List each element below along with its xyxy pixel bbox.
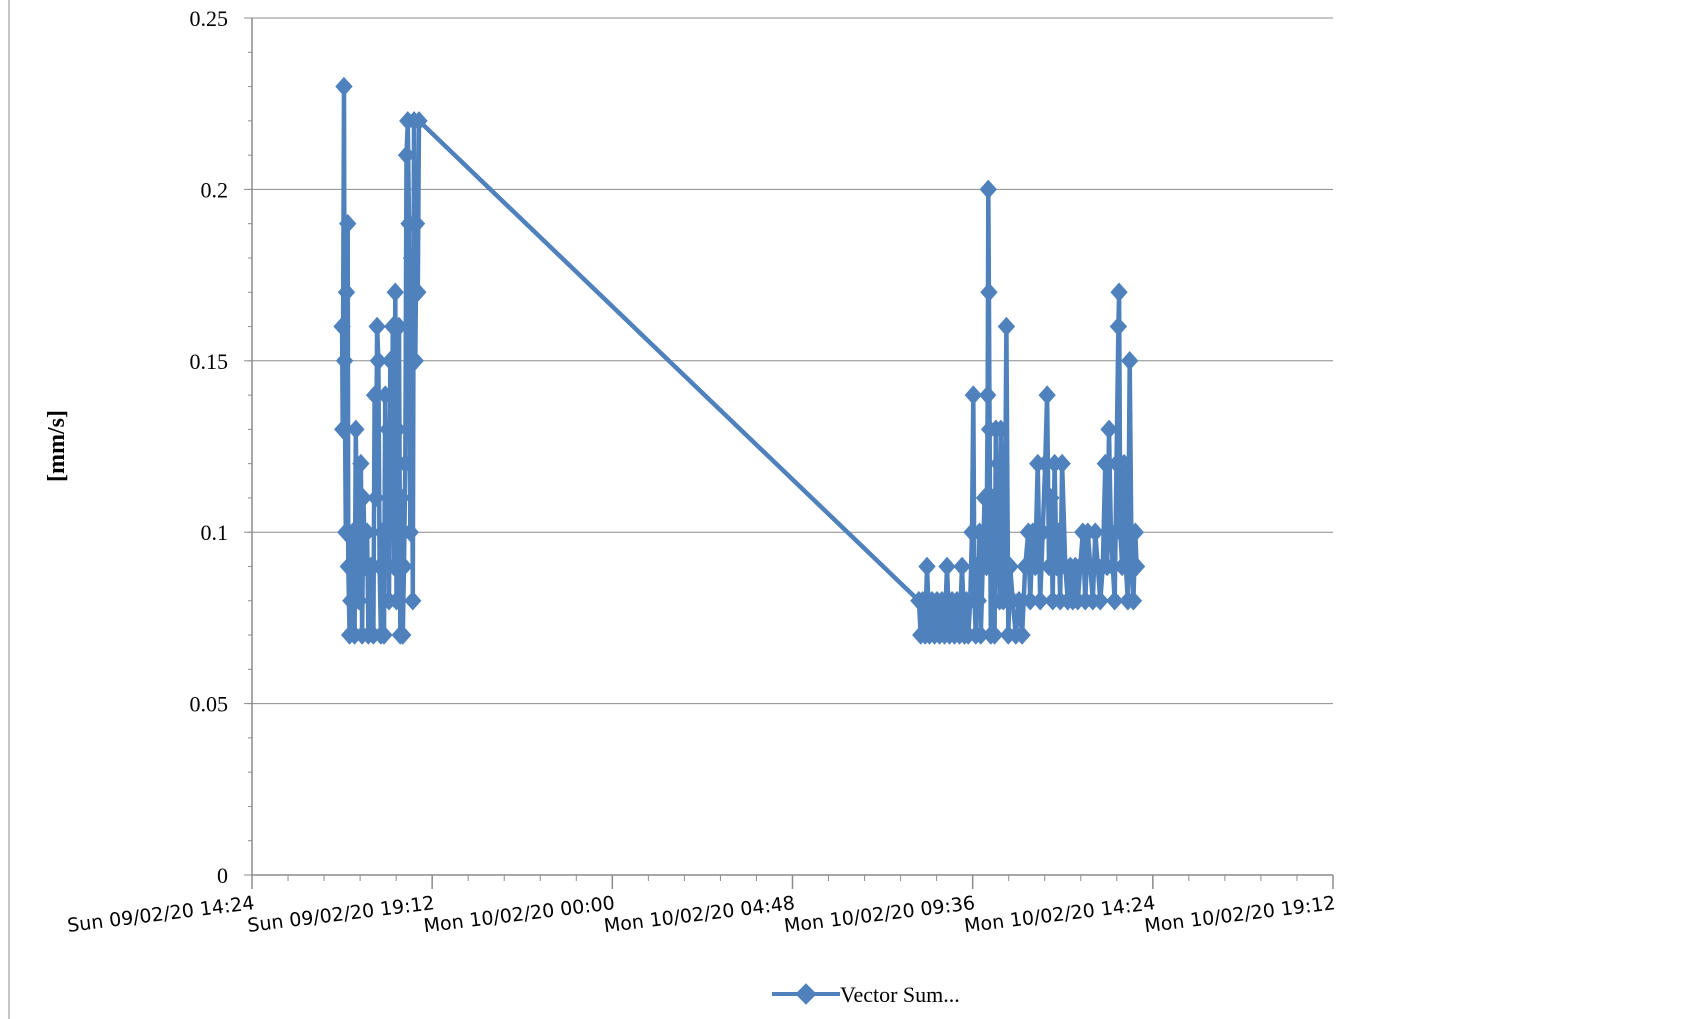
data-point (407, 213, 426, 234)
x-tick-label: Mon 10/02/20 09:36 (783, 892, 976, 937)
y-tick-label: 0.25 (190, 6, 229, 31)
data-point (397, 145, 416, 165)
data-point (1042, 488, 1060, 508)
x-tick-label: Sun 09/02/20 19:12 (246, 892, 436, 937)
data-point (334, 419, 352, 440)
data-point (970, 522, 989, 542)
data-point (969, 591, 987, 611)
y-tick-label: 0 (217, 863, 228, 888)
x-tick-label: Mon 10/02/20 14:24 (963, 892, 1156, 937)
data-point (369, 351, 388, 371)
data-point (339, 213, 357, 234)
data-point (402, 248, 421, 268)
y-tick-label: 0.1 (201, 520, 229, 545)
data-point (979, 385, 997, 405)
data-point (404, 591, 422, 611)
data-point (406, 351, 424, 371)
data-point (381, 351, 399, 371)
data-point (387, 591, 406, 611)
data-point (938, 556, 956, 577)
data-point (376, 385, 394, 405)
data-point (335, 76, 353, 97)
data-point (1106, 591, 1124, 611)
data-point (979, 179, 997, 200)
data-point (1126, 522, 1144, 542)
data-point (1049, 522, 1068, 542)
data-point (375, 625, 393, 645)
data-point (1115, 453, 1133, 474)
data-point (386, 282, 404, 302)
legend-label: Vector Sum... (840, 982, 960, 1007)
data-point (1121, 351, 1139, 371)
data-point (1127, 556, 1146, 577)
y-tick-label: 0.2 (201, 177, 229, 202)
data-point (367, 488, 385, 508)
y-tick-label: 0.15 (190, 349, 229, 374)
data-point (1100, 419, 1118, 440)
data-point (953, 556, 971, 577)
data-point (350, 591, 368, 611)
data-point (1053, 453, 1071, 474)
data-point (1034, 522, 1052, 542)
x-tick-label: Mon 10/02/20 19:12 (1143, 892, 1336, 937)
data-point (918, 556, 936, 577)
data-point (1026, 556, 1044, 577)
data-point (337, 282, 356, 302)
data-point (992, 419, 1010, 440)
data-point (410, 111, 428, 131)
series-layer (333, 76, 1146, 645)
data-point (396, 453, 414, 474)
data-point (1111, 522, 1129, 542)
data-point (989, 453, 1007, 474)
legend: Vector Sum... (772, 982, 960, 1007)
data-point (344, 522, 362, 542)
data-point (390, 316, 408, 337)
data-point (1109, 316, 1128, 337)
data-point (1091, 591, 1109, 611)
data-point (1124, 591, 1143, 611)
data-point (1086, 522, 1104, 542)
data-point (382, 522, 401, 542)
data-point (984, 488, 1002, 508)
data-point (964, 385, 982, 405)
data-point (1031, 591, 1049, 611)
data-point (409, 282, 427, 302)
x-tick-label: Sun 09/02/20 14:24 (66, 892, 256, 937)
x-tick-label: Mon 10/02/20 04:48 (603, 892, 796, 937)
y-tick-label: 0.05 (190, 692, 229, 717)
data-point (354, 488, 373, 508)
legend-marker (795, 983, 817, 1005)
data-point (368, 316, 386, 337)
data-point (1013, 625, 1031, 645)
data-point (401, 522, 419, 542)
data-point (358, 522, 376, 542)
data-point (389, 419, 407, 440)
data-point (352, 453, 370, 474)
data-point (394, 625, 412, 645)
data-point (985, 625, 1004, 645)
x-tick-label: Mon 10/02/20 00:00 (422, 892, 615, 937)
data-point (1110, 282, 1128, 302)
data-point (335, 351, 354, 371)
gridlines (252, 17, 1333, 705)
data-point (993, 522, 1011, 542)
data-point (333, 316, 351, 337)
data-point (1038, 385, 1056, 405)
data-point (392, 488, 411, 508)
data-point (395, 556, 413, 577)
series (333, 76, 1146, 645)
data-point (980, 282, 998, 302)
data-point (997, 316, 1016, 337)
y-axis-label: [mm/s] (44, 410, 70, 482)
data-point (1001, 556, 1019, 577)
data-point (347, 419, 365, 440)
y-axis-ticks: 0 0.05 0.1 0.15 0.2 0.25 (190, 6, 252, 888)
